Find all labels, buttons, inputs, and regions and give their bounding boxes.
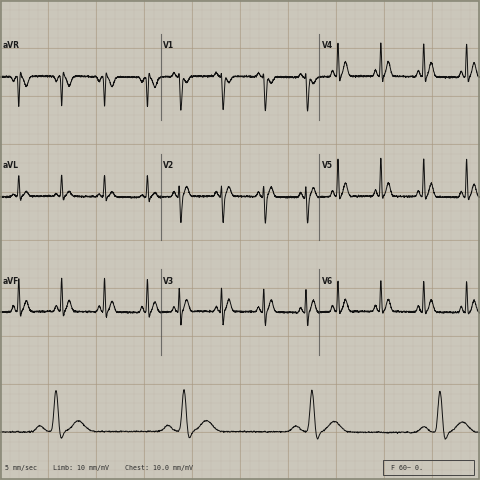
Text: aVL: aVL xyxy=(2,161,18,170)
Text: V5: V5 xyxy=(322,161,333,170)
Text: V6: V6 xyxy=(322,276,333,286)
Text: V3: V3 xyxy=(163,276,174,286)
Text: 5 mm/sec    Limb: 10 mm/mV    Chest: 10.0 mm/mV: 5 mm/sec Limb: 10 mm/mV Chest: 10.0 mm/m… xyxy=(5,465,193,471)
Text: aVF: aVF xyxy=(2,276,19,286)
Text: V4: V4 xyxy=(322,41,333,50)
Text: aVR: aVR xyxy=(2,41,19,50)
Text: V1: V1 xyxy=(163,41,174,50)
Text: V2: V2 xyxy=(163,161,174,170)
Text: F 60~ 0.: F 60~ 0. xyxy=(391,465,423,471)
